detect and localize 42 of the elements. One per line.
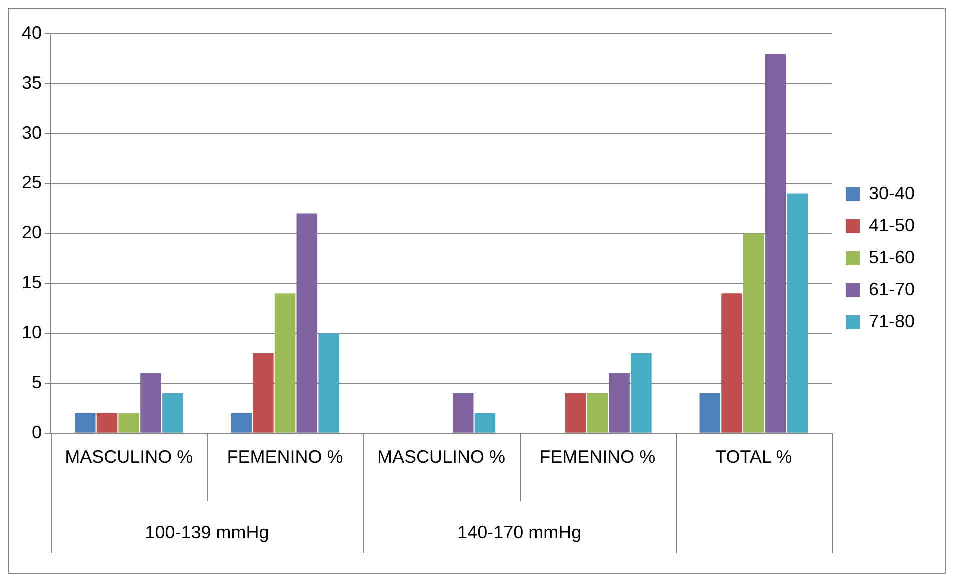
bar <box>253 354 274 433</box>
bar <box>74 413 96 433</box>
y-tick-label: 35 <box>22 72 42 93</box>
bar <box>96 413 118 433</box>
bar <box>140 373 162 433</box>
y-tick-label: 10 <box>22 322 42 343</box>
bar <box>274 294 296 433</box>
bar <box>765 54 786 433</box>
bar <box>631 354 652 433</box>
text: 140-170 mmHg <box>458 522 582 542</box>
text: 100-139 mmHg <box>145 522 270 542</box>
legend-label: 30-40 <box>868 183 916 204</box>
x-tick-label: MASCULINO % <box>65 447 194 468</box>
bar <box>231 413 252 433</box>
legend-label: 61-70 <box>868 279 916 300</box>
bar <box>296 214 318 433</box>
y-tick-label: 15 <box>22 272 42 293</box>
y-tick-label: 20 <box>22 222 42 243</box>
bar <box>587 393 608 433</box>
x-tick-label: TOTAL % <box>716 447 792 468</box>
bar <box>474 413 496 433</box>
y-tick-label: 0 <box>32 422 42 442</box>
bar <box>787 194 808 433</box>
x-tick-label: FEMENINO % <box>540 447 656 468</box>
bar <box>609 373 630 433</box>
bar <box>722 294 742 433</box>
bar <box>162 393 184 433</box>
y-tick-label: 5 <box>32 372 42 392</box>
bar <box>700 393 721 433</box>
bar <box>318 334 340 433</box>
bar <box>743 234 764 433</box>
y-tick-label: 30 <box>22 122 42 143</box>
bar <box>452 393 474 433</box>
x-tick-label: MASCULINO % <box>377 447 506 468</box>
legend-label: 41-50 <box>868 215 916 236</box>
legend-label: 51-60 <box>868 247 916 268</box>
bar <box>118 413 140 433</box>
bar <box>565 393 586 433</box>
x-tick-label: FEMENINO % <box>227 447 344 468</box>
legend-label: 71-80 <box>868 311 916 332</box>
y-tick-label: 25 <box>22 172 42 193</box>
y-tick-label: 40 <box>22 22 42 43</box>
